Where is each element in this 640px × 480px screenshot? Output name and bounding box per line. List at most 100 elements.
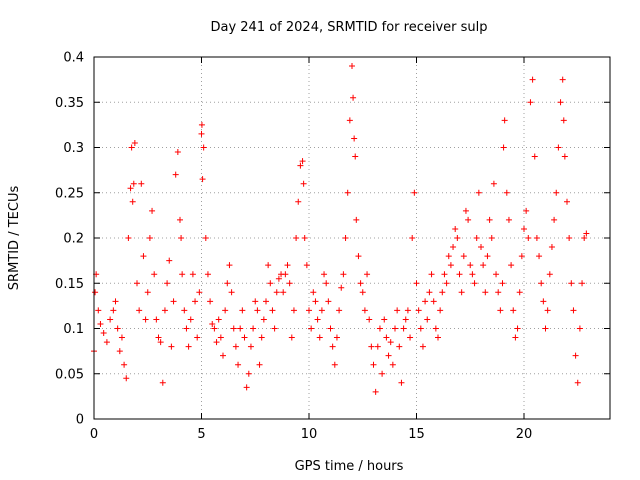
data-point: [295, 198, 302, 205]
data-point: [250, 325, 257, 332]
data-point: [538, 280, 545, 287]
data-point: [142, 316, 149, 323]
data-point: [164, 280, 171, 287]
data-point: [419, 343, 426, 350]
data-point: [432, 325, 439, 332]
data-point: [159, 379, 166, 386]
data-point: [469, 271, 476, 278]
y-tick-label: 0.2: [63, 232, 84, 247]
data-point: [424, 316, 431, 323]
data-point: [151, 271, 158, 278]
data-point: [275, 275, 282, 282]
data-point: [443, 280, 450, 287]
data-point: [207, 298, 214, 305]
data-point: [241, 334, 248, 341]
data-point: [560, 117, 567, 124]
y-tick-label: 0.25: [55, 186, 84, 201]
data-point: [199, 176, 206, 183]
data-point: [359, 289, 366, 296]
data-point: [411, 189, 418, 196]
data-point: [525, 235, 532, 241]
data-point: [514, 325, 521, 332]
data-point: [209, 320, 216, 327]
data-point: [471, 280, 478, 287]
data-point: [325, 298, 332, 305]
data-point: [306, 307, 312, 314]
data-point: [112, 298, 119, 305]
data-point: [247, 343, 254, 350]
data-point: [379, 370, 386, 377]
data-point: [490, 180, 497, 187]
data-point: [452, 225, 459, 232]
data-point: [286, 280, 293, 287]
data-point: [280, 289, 287, 296]
data-point: [256, 361, 263, 368]
data-point: [168, 343, 175, 350]
data-point: [239, 307, 246, 314]
data-point: [518, 253, 525, 260]
data-point: [392, 325, 398, 332]
data-point: [185, 343, 192, 350]
data-point: [144, 289, 151, 296]
data-point: [381, 316, 388, 323]
x-tick-label: 20: [516, 427, 533, 442]
data-point: [228, 289, 235, 296]
data-point: [198, 130, 205, 137]
data-point: [130, 180, 137, 187]
data-point: [220, 352, 226, 359]
data-point: [383, 334, 390, 341]
data-point: [564, 198, 570, 205]
data-point: [327, 325, 334, 332]
data-point: [129, 198, 136, 205]
data-point: [95, 307, 102, 314]
data-point: [500, 144, 507, 151]
data-point: [484, 253, 491, 260]
data-point: [548, 244, 555, 251]
data-point: [441, 271, 448, 278]
data-point: [116, 348, 123, 355]
data-point: [187, 316, 194, 323]
data-point: [125, 235, 132, 241]
x-tick-label: 5: [197, 427, 205, 442]
data-point: [478, 244, 484, 251]
data-point: [516, 289, 523, 296]
data-point: [570, 307, 577, 314]
data-point: [503, 189, 510, 196]
data-point: [450, 244, 457, 251]
data-point: [172, 171, 179, 178]
data-point: [232, 343, 239, 350]
data-point: [400, 325, 407, 332]
data-point: [103, 339, 110, 346]
data-point: [435, 334, 441, 341]
data-point: [533, 235, 540, 241]
data-point: [179, 271, 186, 278]
data-point: [183, 325, 190, 332]
data-point: [149, 207, 156, 214]
data-point: [114, 325, 121, 332]
data-point: [355, 253, 362, 260]
data-point: [300, 180, 307, 187]
data-point: [202, 235, 209, 241]
data-point: [576, 325, 583, 332]
data-point: [131, 139, 138, 146]
data-point: [189, 271, 196, 278]
plot-frame: [93, 56, 611, 420]
data-point: [123, 375, 130, 382]
x-axis-label: GPS time / hours: [295, 459, 404, 474]
data-point: [237, 325, 244, 332]
data-point: [437, 307, 444, 314]
data-point: [531, 153, 538, 160]
data-point: [316, 334, 323, 341]
data-point: [299, 158, 306, 165]
y-tick-label: 0.05: [55, 367, 84, 382]
x-tick-label: 15: [408, 427, 425, 442]
data-point: [230, 325, 237, 332]
data-point: [542, 325, 549, 332]
data-point: [505, 216, 512, 223]
data-point: [192, 298, 199, 305]
data-point: [271, 325, 278, 332]
y-axis-label: SRMTID / TECUs: [7, 186, 22, 291]
data-point: [553, 189, 560, 196]
data-point: [342, 235, 349, 241]
x-tick-label: 10: [301, 427, 318, 442]
